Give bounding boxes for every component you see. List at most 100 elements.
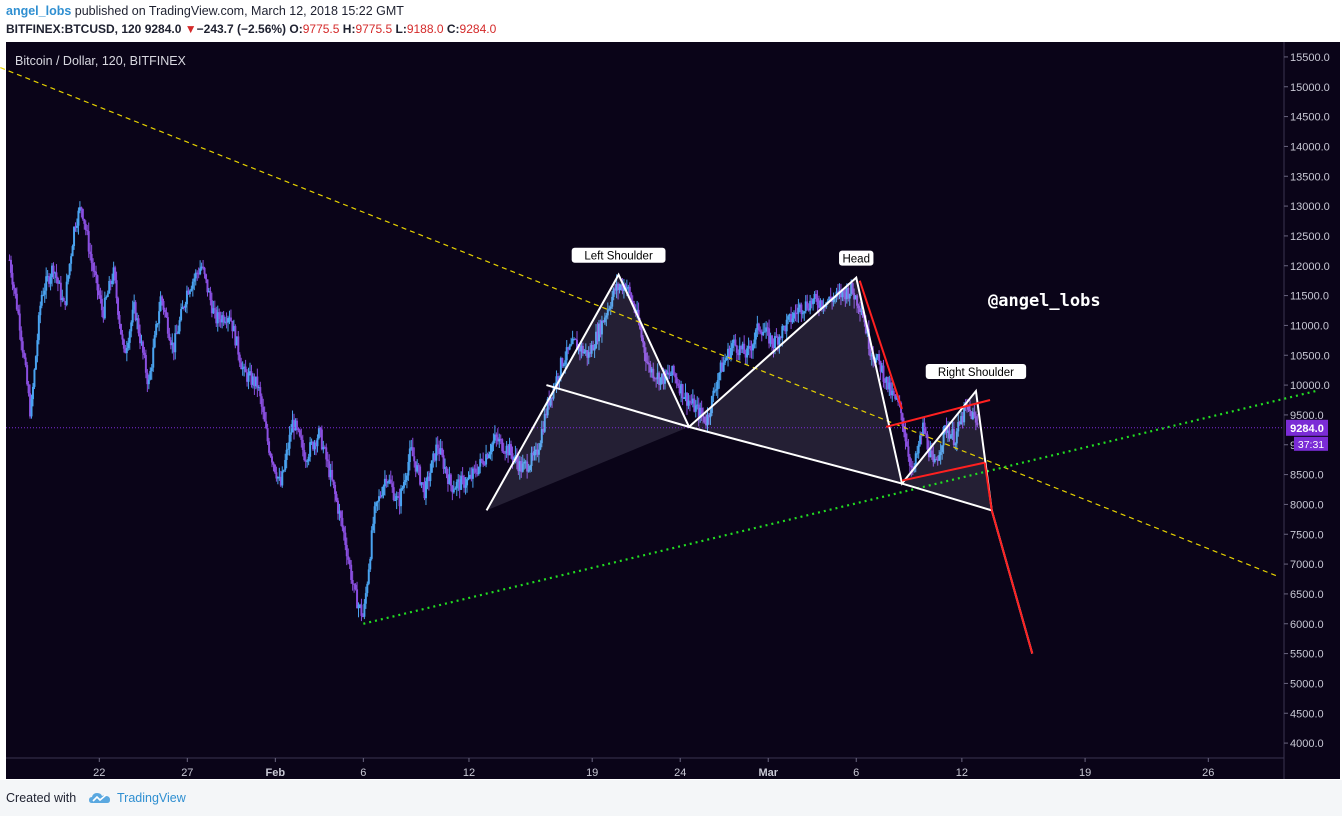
candle-body — [683, 398, 686, 400]
candle-body — [52, 265, 55, 274]
candle-body — [11, 272, 14, 285]
pattern-label: Head — [842, 254, 870, 266]
candle-body — [948, 430, 951, 439]
candle-body — [200, 266, 203, 269]
candle-body — [787, 316, 790, 320]
candle-body — [536, 449, 539, 455]
candle-body — [436, 444, 439, 449]
support-trendline[interactable] — [363, 389, 1316, 625]
candle-body — [584, 350, 587, 352]
candle-body — [707, 414, 710, 418]
candle-body — [762, 332, 765, 336]
candle-body — [779, 336, 782, 338]
candle-body — [570, 344, 573, 346]
candle-body — [445, 466, 448, 475]
candle-body — [463, 477, 466, 488]
candle-body — [257, 387, 260, 389]
candle-body — [256, 376, 259, 388]
candle-body — [677, 383, 680, 386]
candle-body — [20, 330, 23, 342]
candle-body — [417, 465, 420, 467]
candle-body — [615, 283, 618, 291]
candle-body — [518, 461, 521, 472]
label-box[interactable] — [925, 364, 1027, 380]
candle-body — [568, 345, 571, 350]
candle-body — [631, 300, 634, 304]
candle-body — [317, 427, 320, 439]
candle-body — [338, 511, 341, 514]
target-head-line[interactable] — [858, 280, 903, 410]
pattern-label: Left Shoulder — [584, 251, 653, 263]
candle-body — [140, 341, 143, 344]
candle-body — [709, 413, 712, 418]
candle-body — [178, 320, 181, 332]
candle-body — [848, 293, 851, 299]
x-tick-label: Mar — [758, 767, 778, 779]
candle-body — [712, 390, 715, 397]
candle-body — [828, 296, 831, 301]
candle-body — [29, 393, 32, 417]
label-box[interactable] — [571, 247, 666, 263]
candle-body — [853, 293, 856, 300]
tradingview-link[interactable]: TradingView — [117, 791, 186, 805]
open-label: O: — [289, 22, 303, 36]
candle-body — [177, 331, 180, 334]
pattern-triangle — [902, 391, 992, 511]
price-chart[interactable]: 15500.0 15000.0 14500.0 14000.0 13500.0 13000… — [0, 42, 1342, 780]
candle-body — [246, 372, 249, 382]
breakdown-line[interactable] — [983, 462, 993, 511]
price-axis[interactable] — [1284, 42, 1340, 779]
candle-body — [209, 291, 212, 301]
candle-body — [62, 297, 65, 302]
candle-body — [457, 479, 460, 482]
candle-body — [80, 207, 83, 210]
candle-body — [273, 464, 276, 473]
candle-body — [75, 225, 78, 228]
y-tick-label: 7500.0 — [1290, 529, 1324, 541]
candle-body — [48, 276, 51, 284]
candle-body — [353, 583, 356, 585]
candle-body — [776, 337, 779, 345]
author-link[interactable]: angel_lobs — [6, 4, 72, 18]
candle-body — [309, 442, 312, 457]
target-breakdown-line[interactable] — [990, 510, 1034, 654]
plot-area[interactable] — [6, 42, 1284, 779]
candle-body — [599, 323, 602, 335]
low-value: 9188.0 — [406, 22, 444, 36]
candle-body — [290, 432, 293, 435]
candle-body — [589, 352, 592, 354]
wedge-lower-line[interactable] — [901, 461, 985, 482]
candle-body — [769, 335, 772, 344]
candle-body — [391, 483, 394, 488]
candle-body — [254, 376, 257, 387]
candle-body — [40, 294, 43, 306]
candle-body — [639, 322, 642, 329]
candle-body — [131, 309, 134, 323]
candle-body — [78, 207, 81, 211]
candle-body — [26, 365, 29, 385]
candle-body — [316, 438, 319, 447]
y-tick-label: 14500.0 — [1290, 112, 1330, 124]
candle-body — [749, 345, 752, 349]
label-box[interactable] — [839, 250, 874, 266]
resistance-trendline[interactable] — [0, 51, 1278, 577]
candle-body — [155, 324, 158, 336]
candle-body — [567, 347, 570, 350]
candle-body — [227, 318, 230, 323]
candle-body — [297, 428, 300, 431]
tradingview-cloud-icon[interactable] — [88, 790, 112, 806]
countdown-box — [1294, 436, 1328, 451]
candle-body — [719, 362, 722, 373]
ohlc-line: BITFINEX:BTCUSD, 120 9284.0 ▼−243.7 (−2.… — [6, 22, 496, 36]
candle-body — [655, 378, 658, 380]
candle-body — [165, 312, 168, 318]
candle-body — [946, 430, 949, 433]
wedge-upper-line[interactable] — [885, 399, 991, 428]
trend-lines — [0, 51, 1316, 654]
candle-body — [222, 315, 225, 323]
candle-body — [70, 256, 73, 264]
candle-body — [464, 485, 467, 488]
neckline[interactable] — [546, 384, 993, 512]
candle-body — [659, 377, 662, 385]
candle-body — [386, 482, 389, 484]
